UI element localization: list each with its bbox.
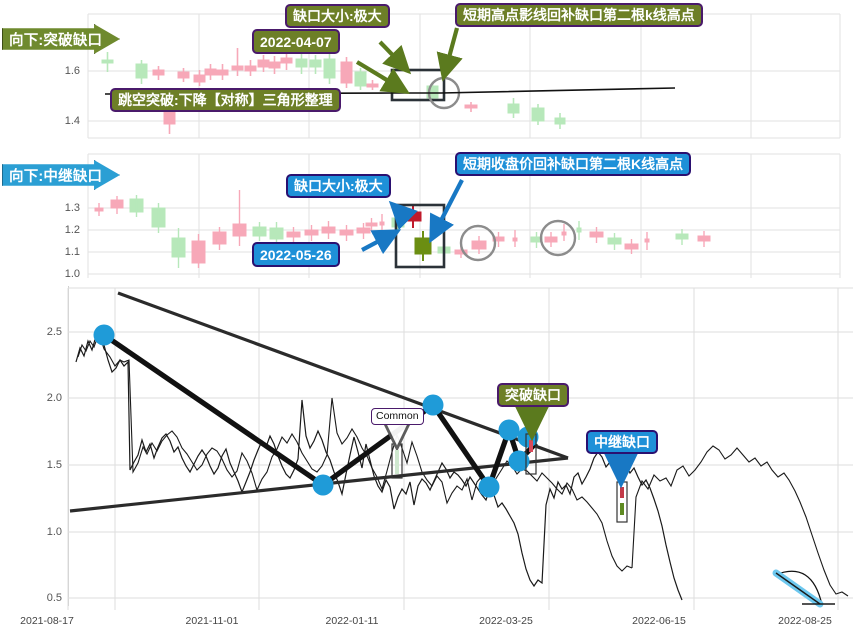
gap-size-chip-mid-label: 缺口大小:极大 [294,178,383,194]
runaway-gap-panel: 1.3 1.2 1.1 1.0 [0,150,853,285]
bottom-xtick-1: 2021-11-01 [185,615,239,627]
common-gap-chip[interactable]: Common [371,408,424,425]
middle-panel-banner: 向下:中继缺口 [2,160,120,190]
fill-note-chip-mid[interactable]: 短期收盘价回补缺口第二根K线高点 [455,152,692,176]
pattern-chip-top[interactable]: 跳空突破:下降【对称】三角形整理 [110,88,341,112]
bottom-ytick-1: 2.0 [46,392,62,404]
runaway-gap-chip[interactable]: 中继缺口 [586,430,658,454]
fill-note-chip-top[interactable]: 短期高点影线回补缺口第二根k线高点 [455,3,703,27]
bottom-xtick-0: 2021-08-17 [20,615,74,627]
mid-ytick-3: 1.0 [64,268,80,280]
gap-date-chip-mid-label: 2022-05-26 [260,246,332,263]
common-gap-chip-label: Common [376,410,419,423]
mid-ytick-2: 1.1 [64,246,80,258]
mid-ytick-0: 1.3 [64,202,80,214]
mid-ytick-1: 1.2 [64,224,80,236]
bottom-ytick-3: 1.0 [46,526,62,538]
runaway-gap-chip-label: 中继缺口 [594,434,650,450]
breakaway-gap-panel: 1.6 1.4 [0,0,853,146]
bottom-xtick-3: 2022-03-25 [479,615,533,627]
bottom-ytick-0: 2.5 [46,326,62,338]
top-banner-label: 向下:突破缺口 [9,32,103,49]
bottom-plot-area [68,286,853,606]
breakaway-gap-chip-label: 突破缺口 [505,387,561,403]
fill-note-chip-top-label: 短期高点影线回补缺口第二根k线高点 [463,7,695,23]
breakaway-gap-chip[interactable]: 突破缺口 [497,383,569,407]
top-ytick-0: 1.6 [64,65,80,77]
overview-price-panel: 2.5 2.0 1.5 1.0 0.5 2021-08-17 2021-11-0… [0,286,853,630]
gap-size-chip-top[interactable]: 缺口大小:极大 [285,4,390,28]
gap-date-chip-top[interactable]: 2022-04-07 [252,29,340,54]
middle-banner-label: 向下:中继缺口 [9,168,103,185]
pattern-chip-top-label: 跳空突破:下降【对称】三角形整理 [118,92,333,108]
bottom-xtick-4: 2022-06-15 [632,615,686,627]
bottom-ytick-4: 0.5 [46,592,62,604]
bottom-xtick-5: 2022-08-25 [778,615,832,627]
gap-size-chip-mid[interactable]: 缺口大小:极大 [286,174,391,198]
fill-note-chip-mid-label: 短期收盘价回补缺口第二根K线高点 [463,156,684,172]
bottom-xtick-2: 2022-01-11 [325,615,379,627]
gap-size-chip-top-label: 缺口大小:极大 [293,8,382,24]
gap-date-chip-mid[interactable]: 2022-05-26 [252,242,340,267]
bottom-ytick-2: 1.5 [46,459,62,471]
top-ytick-1: 1.4 [64,115,80,127]
gap-date-chip-top-label: 2022-04-07 [260,33,332,50]
top-plot-area [88,14,840,138]
